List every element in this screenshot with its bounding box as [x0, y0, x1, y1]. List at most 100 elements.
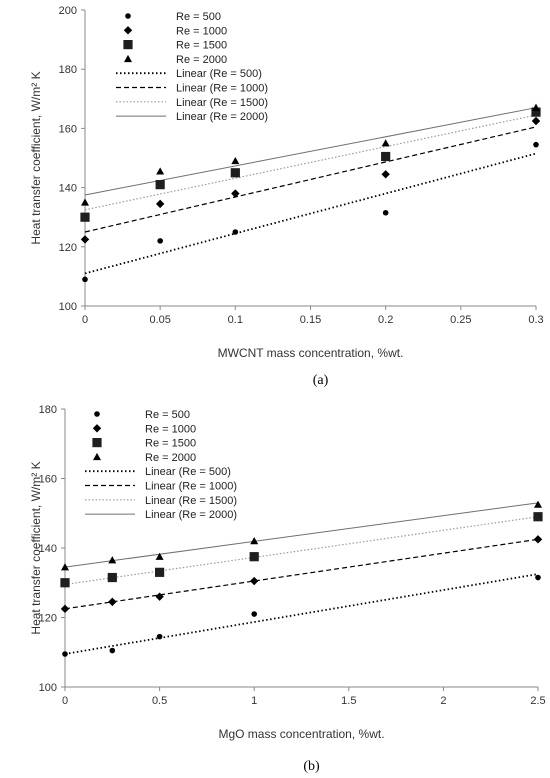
- data-point: [381, 151, 391, 162]
- data-point: [250, 537, 259, 545]
- legend-label: Linear (Re = 1000): [176, 83, 268, 95]
- y-tick-label: 160: [59, 123, 77, 135]
- data-point: [156, 633, 163, 640]
- legend-label: Re = 2000: [176, 54, 227, 66]
- legend-label: Re = 1000: [145, 423, 196, 435]
- data-point: [533, 512, 543, 522]
- x-axis-title: MWCNT mass concentration, %wt.: [218, 346, 404, 360]
- data-point: [249, 552, 259, 562]
- x-tick-label: 1: [251, 695, 257, 707]
- y-tick-label: 100: [59, 301, 77, 313]
- data-point: [155, 552, 164, 560]
- y-tick-label: 140: [59, 183, 77, 195]
- legend-marker: [93, 452, 101, 461]
- data-point: [81, 198, 89, 206]
- x-tick-label: 0.15: [300, 314, 321, 326]
- figure-caption: (b): [303, 759, 320, 774]
- legend-marker: [92, 438, 102, 448]
- legend-label: Re = 2000: [145, 452, 196, 464]
- y-tick-label: 120: [39, 613, 57, 625]
- legend-label: Re = 500: [176, 11, 221, 23]
- data-point: [531, 116, 541, 126]
- data-point: [250, 576, 259, 586]
- x-tick-label: 0.5: [152, 695, 167, 707]
- data-point: [109, 647, 116, 654]
- data-point: [230, 168, 240, 178]
- legend-label: Linear (Re = 2000): [176, 111, 268, 123]
- legend-marker: [123, 26, 133, 35]
- data-point: [531, 107, 541, 117]
- figure-caption: (a): [313, 373, 329, 388]
- legend-label: Re = 1500: [145, 438, 196, 450]
- legend-label: Re = 500: [145, 409, 190, 421]
- y-tick-label: 120: [59, 242, 77, 254]
- x-tick-label: 1.5: [341, 695, 356, 707]
- legend-marker: [94, 411, 100, 417]
- data-point: [155, 592, 164, 601]
- data-point: [155, 180, 165, 190]
- legend-label: Linear (Re = 1500): [176, 97, 268, 109]
- x-tick-label: 0: [82, 314, 88, 326]
- data-point: [107, 572, 117, 583]
- y-tick-label: 100: [39, 682, 57, 694]
- y-tick-label: 160: [39, 474, 57, 486]
- legend-label: Linear (Re = 1000): [145, 481, 237, 493]
- data-point: [231, 189, 240, 198]
- y-tick-label: 180: [59, 64, 77, 76]
- data-point: [82, 276, 88, 283]
- legend-label: Re = 1000: [176, 25, 227, 37]
- data-point: [251, 611, 257, 617]
- x-tick-label: 0.3: [528, 314, 543, 326]
- x-axis-title: MgO mass concentration, %wt.: [218, 727, 384, 741]
- legend-marker: [125, 13, 131, 19]
- legend-marker: [92, 424, 102, 433]
- x-tick-label: 0.05: [149, 314, 170, 326]
- legend-marker: [123, 40, 133, 50]
- chart-b: 100 120 140 160 180 0 0.5 1 1.5 2 2.5 MgO mass conc…: [29, 404, 546, 774]
- trendline: [64, 516, 539, 586]
- y-axis-title: Heat transfer coefficient, W/m² K: [29, 71, 43, 244]
- data-point: [61, 563, 69, 571]
- y-tick-label: 180: [39, 404, 57, 416]
- data-point: [60, 578, 70, 588]
- legend-label: Linear (Re = 2000): [145, 509, 237, 521]
- data-point: [532, 103, 540, 111]
- trendline: [84, 152, 537, 275]
- data-point: [156, 167, 165, 175]
- data-point: [231, 156, 240, 165]
- data-point: [382, 209, 389, 216]
- data-point: [108, 556, 117, 564]
- x-tick-label: 2: [440, 695, 446, 707]
- data-point: [534, 500, 542, 508]
- trendline: [84, 126, 537, 233]
- x-tick-label: 0.25: [450, 314, 471, 326]
- x-tick-label: 0.1: [228, 314, 243, 326]
- data-point: [232, 229, 239, 235]
- y-tick-label: 140: [39, 543, 57, 555]
- data-point: [62, 651, 68, 657]
- x-tick-label: 0: [62, 695, 68, 707]
- y-tick-label: 200: [59, 5, 77, 17]
- trendline: [64, 538, 539, 610]
- data-point: [157, 238, 163, 244]
- x-tick-label: 0.2: [378, 314, 393, 326]
- trendline: [84, 107, 537, 196]
- legend-label: Linear (Re = 1500): [145, 495, 237, 507]
- data-point: [535, 574, 541, 581]
- data-point: [80, 212, 90, 222]
- data-point: [108, 597, 117, 607]
- legend-marker: [124, 54, 132, 63]
- legend-label: Re = 1500: [176, 40, 227, 52]
- data-point: [155, 199, 165, 209]
- trendline: [64, 573, 539, 655]
- chart-a: 100 120 140 160 180 200 0 0.05 0.1 0.15 0.2 0.25 0.3…: [29, 5, 544, 388]
- data-point: [155, 567, 165, 577]
- data-point: [533, 535, 543, 544]
- trendline: [84, 114, 537, 211]
- trendline: [64, 502, 539, 568]
- data-point: [381, 139, 390, 147]
- data-point: [381, 170, 390, 179]
- legend-label: Linear (Re = 500): [145, 466, 231, 478]
- data-point: [60, 604, 70, 614]
- data-point: [80, 235, 90, 244]
